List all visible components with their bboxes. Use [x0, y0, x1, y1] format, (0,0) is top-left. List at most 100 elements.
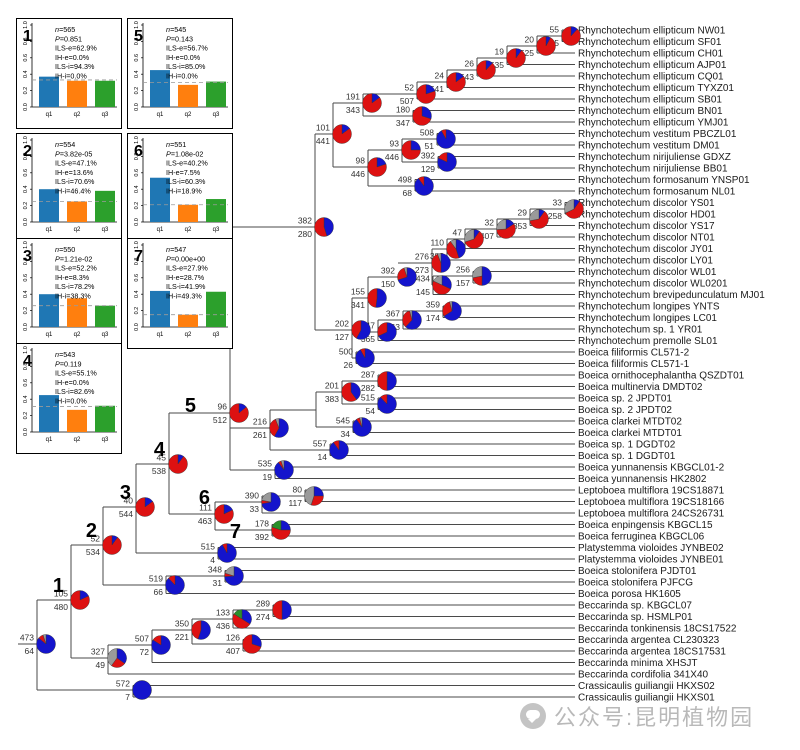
- y-tick-label: 0.0: [134, 218, 140, 226]
- pie-slice-red: [232, 613, 251, 629]
- x-tick-label: q3: [102, 437, 109, 443]
- support-value-top: 256: [456, 265, 470, 275]
- node-pie: [401, 140, 421, 160]
- y-tick-label: 0.2: [23, 412, 29, 420]
- support-value-top: 498: [398, 175, 412, 185]
- node-pie: [165, 575, 185, 595]
- y-tick-label: 0.2: [23, 202, 29, 210]
- bar-q2: [67, 80, 87, 107]
- panel-stat-line: n=543: [55, 350, 75, 359]
- tree-node-number: 3: [120, 482, 131, 504]
- panel-stat-line: P=0.143: [166, 34, 193, 43]
- support-value-bottom: 441: [316, 136, 330, 146]
- tip-label: Rhynchotechum discolor JY01: [578, 244, 714, 255]
- panel-number: 4: [23, 353, 32, 370]
- y-tick-label: 1.0: [23, 241, 29, 249]
- x-tick-label: q2: [74, 227, 81, 233]
- node-pie: [232, 609, 252, 629]
- node-pie: [271, 520, 291, 540]
- panel-stat-line: IH-e=0.0%: [55, 53, 90, 62]
- support-value-bottom: 392: [255, 532, 269, 542]
- pie-slice-blue: [443, 301, 462, 321]
- support-value-top: 32: [485, 218, 495, 228]
- node-pie: [217, 543, 237, 563]
- pie-slice-red: [441, 129, 447, 140]
- pie-slice-red: [438, 152, 448, 163]
- tip-label: Leptoboea multiflora 24CS26731: [578, 509, 725, 520]
- support-value-top: 80: [293, 485, 303, 495]
- node-pie: [261, 492, 281, 512]
- support-value-top: 350: [175, 619, 189, 629]
- pie-slice-red: [314, 217, 328, 237]
- node-pie: [436, 129, 456, 149]
- y-tick-label: 0.4: [23, 185, 29, 193]
- pie-slice-red: [242, 634, 262, 654]
- y-tick-label: 0.0: [134, 103, 140, 111]
- support-value-bottom: 538: [152, 466, 166, 476]
- x-tick-label: q2: [74, 437, 81, 443]
- x-tick-label: q3: [213, 227, 220, 233]
- support-value-bottom: 512: [213, 415, 227, 425]
- tip-label: Boeica clarkei MTDT02: [578, 417, 682, 428]
- pie-slice-red: [135, 497, 155, 517]
- pie-slice-gray: [261, 492, 272, 503]
- support-value-top: 98: [356, 156, 366, 166]
- pie-slice-blue: [132, 680, 152, 700]
- support-value-bottom: 543: [460, 72, 474, 82]
- support-value-top: 201: [325, 381, 339, 391]
- support-value-bottom: 7: [125, 692, 130, 702]
- pie-slice-blue: [356, 320, 371, 340]
- support-value-top: 327: [91, 647, 105, 657]
- support-value-bottom: 407: [480, 231, 494, 241]
- support-value-top: 93: [390, 139, 400, 149]
- tip-label: Rhynchotechum ellipticum SB01: [578, 95, 722, 106]
- node-pie: [561, 26, 581, 46]
- support-value-top: 45: [157, 453, 167, 463]
- panel-stat-line: n=554: [55, 140, 75, 149]
- support-value-top: 96: [218, 402, 228, 412]
- pie-slice-blue: [386, 371, 397, 391]
- tip-label: Rhynchotechum discolor WL0201: [578, 279, 728, 290]
- support-value-top: 359: [426, 300, 440, 310]
- tree-branches: [18, 29, 575, 698]
- panel-stat-line: IH-e=0.0%: [166, 53, 201, 62]
- bar-q2: [67, 298, 87, 327]
- support-value-top: 52: [91, 534, 101, 544]
- node-pie: [355, 348, 375, 368]
- support-value-top: 110: [430, 238, 444, 248]
- pie-slice-gray: [464, 229, 475, 243]
- y-tick-label: 0.2: [134, 202, 140, 210]
- tip-label: Boeica stolonifera PJDT01: [578, 566, 697, 577]
- pie-slice-blue: [375, 288, 387, 308]
- support-value-top: 434: [416, 274, 430, 284]
- y-tick-label: 0.8: [23, 363, 29, 371]
- node-pie: [506, 48, 526, 68]
- support-value-top: 276: [415, 252, 429, 262]
- pie-slice-red: [565, 201, 584, 219]
- tip-label: Rhynchotechum ellipticum CH01: [578, 49, 724, 60]
- bar-q2: [67, 201, 87, 222]
- tip-label: Boeica sp. 2 JPDT01: [578, 394, 672, 405]
- node-pie: [446, 239, 466, 259]
- node-pie: [329, 440, 349, 460]
- support-value-top: 392: [421, 151, 435, 161]
- panel-stat-line: ILS-e=56.7%: [166, 44, 208, 53]
- pie-slice-red: [412, 106, 432, 126]
- support-value-bottom: 26: [344, 360, 354, 370]
- support-value-top: 289: [256, 599, 270, 609]
- node-pie: [377, 394, 397, 414]
- tip-label: Rhynchotechum nirijuliense GDXZ: [578, 152, 731, 163]
- bar-q2: [178, 204, 198, 222]
- quartet-support-panels: 0.0 0.2 0.4 0.6 0.8 1.0 q1 q2 q3 1 n=565 P=0.851 ILS…: [0, 0, 240, 470]
- support-value-bottom: 117: [288, 498, 302, 508]
- support-value-bottom: 280: [298, 229, 312, 239]
- support-value-top: 216: [253, 417, 267, 427]
- pie-slice-red: [70, 590, 90, 610]
- pie-slice-gray: [304, 486, 315, 506]
- tip-label: Rhynchotechum discolor WL01: [578, 267, 717, 278]
- support-value-bottom: 174: [426, 313, 440, 323]
- node-pie: [442, 301, 462, 321]
- tree-node-number: 2: [86, 520, 97, 542]
- node-pie: [496, 219, 516, 239]
- y-tick-label: 0.8: [134, 38, 140, 46]
